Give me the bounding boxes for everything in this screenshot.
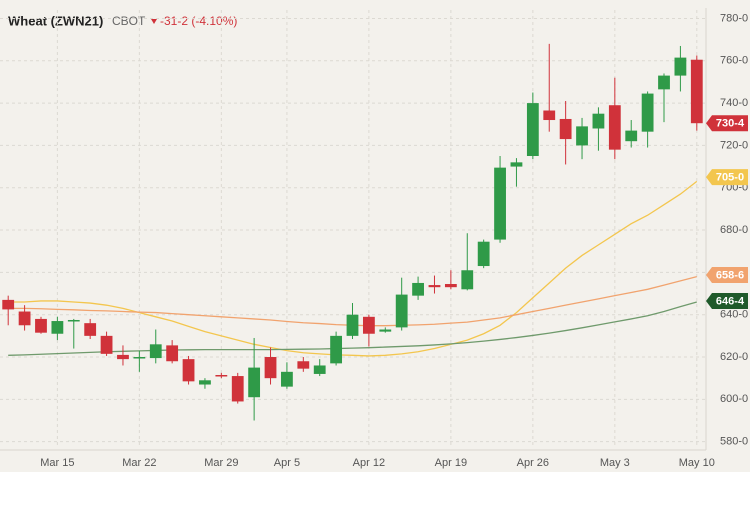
y-tick-label: 740-0 [720,97,748,109]
candle-body [51,321,64,334]
candle-body [84,323,97,336]
y-tick-label: 760-0 [720,55,748,67]
y-tick-label: 580-0 [720,436,748,448]
candle-body [264,357,277,379]
price-change: -31-2 (-4.10%) [160,14,237,28]
price-tag-label: 730-4 [716,118,745,130]
candle-body [231,376,244,402]
candle-body [494,167,506,240]
y-tick-label: 600-0 [720,393,748,405]
x-tick-label: Mar 15 [40,457,74,469]
price-tag [706,292,748,309]
candle-body [412,282,424,296]
candle-body [215,375,228,377]
candle-body [35,318,47,333]
x-tick-label: Mar 29 [204,457,238,469]
x-tick-label: Apr 5 [274,457,300,469]
candle-body [67,319,80,322]
candle-body [330,335,343,364]
candle-body [133,357,146,359]
candle-body [281,371,293,387]
y-tick-label: 620-0 [720,351,748,363]
candle-body [510,162,523,167]
candle-body [182,359,195,382]
candle-body [444,284,457,288]
candle-body [674,57,687,76]
chart-title: Wheat (ZWN21) [8,13,103,28]
candle-body [641,93,654,132]
candle-body [576,126,588,146]
candle-body [117,354,129,360]
price-tag-label: 705-0 [716,172,744,184]
x-tick-label: Apr 19 [435,457,467,469]
candle-body [608,105,621,150]
down-arrow [151,19,157,24]
x-tick-label: May 10 [679,457,715,469]
candle-body [658,75,670,90]
exchange: CBOT [112,14,146,28]
candle-body [526,103,539,156]
candle-body [461,270,474,290]
candle-body [100,335,113,354]
y-tick-label: 720-0 [720,139,748,151]
candle-body [18,311,31,326]
candle-body [346,314,359,336]
price-tag [706,267,748,284]
x-tick-label: Apr 26 [517,457,549,469]
moving-average-line [8,180,698,357]
candle-body [428,285,441,288]
candle-body [297,361,310,369]
price-tag-label: 658-6 [716,269,744,281]
y-tick-label: 780-0 [720,12,748,24]
candle-body [559,118,572,140]
chart-background [0,0,750,472]
candle-body [2,299,15,310]
candle-body [690,59,703,124]
candle-body [477,241,490,267]
x-tick-label: Apr 12 [353,457,385,469]
price-tag-label: 646-4 [716,295,745,307]
candle-body [362,316,375,334]
candle-body [199,380,211,385]
price-tag [706,169,748,186]
candle-body [395,294,408,328]
y-tick-label: 640-0 [720,309,748,321]
candle-body [149,344,162,359]
candle-body [313,365,326,374]
candle-body [625,130,638,142]
candle-body [592,113,605,129]
candle-body [379,329,392,332]
x-tick-label: Mar 22 [122,457,156,469]
candle-body [248,367,261,398]
candle-body [166,345,179,362]
candle-body [543,110,556,121]
y-tick-label: 680-0 [720,224,748,236]
x-tick-label: May 3 [600,457,630,469]
price-tag [706,115,748,132]
